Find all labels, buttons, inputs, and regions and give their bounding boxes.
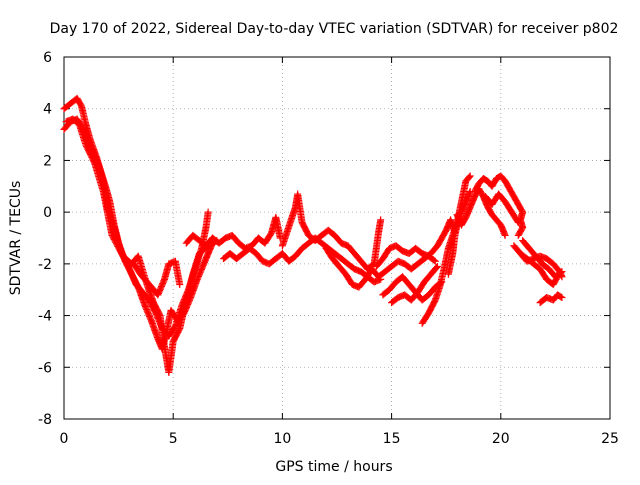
data-point (558, 268, 566, 276)
x-tick-label: 0 (60, 431, 69, 447)
data-point (513, 217, 521, 225)
data-point (558, 293, 566, 301)
data-point (501, 231, 509, 239)
y-tick-label: -6 (38, 360, 52, 376)
y-tick-label: 2 (43, 153, 52, 169)
y-tick-label: 4 (43, 102, 52, 118)
y-tick-label: -4 (38, 309, 52, 325)
data-point (515, 230, 523, 238)
x-tick-label: 25 (601, 431, 619, 447)
x-tick-label: 10 (273, 431, 291, 447)
data-point (204, 208, 212, 216)
data-point (557, 293, 565, 301)
data-point (514, 231, 522, 239)
data-point (430, 256, 438, 264)
chart-title: Day 170 of 2022, Sidereal Day-to-day VTE… (50, 21, 619, 37)
data-point (377, 216, 385, 224)
x-tick-label: 20 (492, 431, 510, 447)
y-tick-labels: -8 -6 -4 -2 0 2 4 6 (38, 50, 52, 428)
data-point (554, 273, 562, 281)
data-point (465, 173, 473, 181)
y-tick-label: 6 (43, 50, 52, 66)
y-tick-label: -2 (38, 257, 52, 273)
data-point (514, 218, 522, 226)
y-tick-label: -8 (38, 412, 52, 428)
x-tick-labels: 0 5 10 15 20 25 (60, 431, 619, 447)
data-point (433, 264, 441, 272)
data-points (60, 94, 566, 376)
x-axis-label: GPS time / hours (275, 459, 392, 475)
data-point (553, 274, 561, 282)
data-point (557, 268, 565, 276)
x-tick-label: 5 (169, 431, 178, 447)
y-tick-label: 0 (43, 205, 52, 221)
data-point (431, 257, 439, 265)
data-point (176, 281, 184, 289)
y-axis-label: SDTVAR / TECUs (8, 181, 24, 296)
plot-frame (63, 56, 611, 420)
data-point (466, 172, 474, 180)
data-point (433, 262, 441, 270)
x-tick-label: 15 (383, 431, 401, 447)
